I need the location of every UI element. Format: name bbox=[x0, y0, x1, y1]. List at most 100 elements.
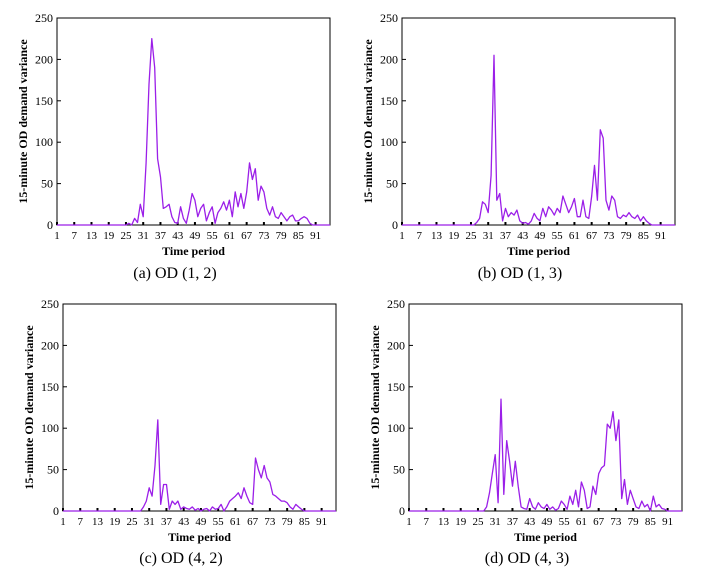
x-tick-label: 43 bbox=[517, 230, 529, 242]
x-tick-label: 85 bbox=[299, 516, 311, 528]
chart-panel-b: 0 50 100 150 200 250 1 7 13 19 25 31 37 43 49 55 61 67 73 7… bbox=[345, 0, 695, 290]
x-tick-label: 91 bbox=[310, 230, 321, 242]
y-tick-label: 100 bbox=[41, 421, 59, 435]
chart-c: 0 50 100 150 200 250 1 7 13 19 25 31 37 43 49 55 61 67 73 7… bbox=[22, 297, 337, 544]
series-line bbox=[402, 54, 675, 226]
x-tick-label: 25 bbox=[472, 516, 484, 528]
x-tick-label: 55 bbox=[552, 230, 564, 242]
y-tick-label: 50 bbox=[47, 463, 59, 477]
x-tick-label: 13 bbox=[438, 516, 450, 528]
y-tick-label: 50 bbox=[386, 177, 398, 191]
y-tick-label: 0 bbox=[47, 218, 53, 232]
x-tick-label: 73 bbox=[603, 230, 615, 242]
x-tick-label: 67 bbox=[586, 230, 598, 242]
x-tick-label: 19 bbox=[109, 516, 121, 528]
x-tick-label: 37 bbox=[500, 230, 512, 242]
x-tick-label: 43 bbox=[172, 230, 184, 242]
x-tick-label: 43 bbox=[178, 516, 190, 528]
chart-b: 0 50 100 150 200 250 1 7 13 19 25 31 37 43 49 55 61 67 73 7… bbox=[361, 11, 676, 258]
x-tick-label: 49 bbox=[195, 516, 207, 528]
y-tick-label: 250 bbox=[35, 11, 53, 25]
x-tick-label: 1 bbox=[406, 516, 412, 528]
x-tick-label: 25 bbox=[120, 230, 132, 242]
y-tick-label: 150 bbox=[380, 94, 398, 108]
y-tick-label: 100 bbox=[380, 135, 398, 149]
y-tick-label: 50 bbox=[41, 177, 53, 191]
y-tick-label: 150 bbox=[41, 380, 59, 394]
x-tick-label: 73 bbox=[264, 516, 276, 528]
x-tick-label: 55 bbox=[213, 516, 225, 528]
x-tick-label: 43 bbox=[524, 516, 536, 528]
y-tick-label: 250 bbox=[380, 11, 398, 25]
y-tick-label: 100 bbox=[35, 135, 53, 149]
x-tick-label: 7 bbox=[416, 230, 422, 242]
x-tick-label: 31 bbox=[144, 516, 155, 528]
x-tick-label: 25 bbox=[465, 230, 477, 242]
x-tick-label: 7 bbox=[71, 230, 77, 242]
chart-caption: (d) OD (4, 3) bbox=[484, 550, 570, 567]
y-axis-label: 15-minute OD demand variance bbox=[368, 325, 382, 490]
x-tick-label: 25 bbox=[126, 516, 138, 528]
y-tick-label: 150 bbox=[35, 94, 53, 108]
x-tick-label: 91 bbox=[316, 516, 327, 528]
y-tick-label: 250 bbox=[387, 297, 405, 311]
plot-frame bbox=[62, 303, 337, 512]
x-tick-label: 79 bbox=[621, 230, 633, 242]
y-tick-label: 100 bbox=[387, 421, 405, 435]
x-tick-label: 49 bbox=[534, 230, 546, 242]
x-axis-label: Time period bbox=[507, 244, 570, 258]
y-tick-label: 200 bbox=[41, 338, 59, 352]
x-tick-label: 13 bbox=[86, 230, 98, 242]
x-tick-label: 67 bbox=[593, 516, 605, 528]
x-tick-label: 1 bbox=[54, 230, 60, 242]
x-tick-label: 61 bbox=[230, 516, 241, 528]
y-tick-label: 200 bbox=[380, 52, 398, 66]
x-tick-label: 31 bbox=[138, 230, 149, 242]
x-axis-label: Time period bbox=[162, 244, 225, 258]
series-line bbox=[63, 419, 336, 512]
plot-frame bbox=[401, 17, 676, 226]
x-tick-label: 7 bbox=[77, 516, 83, 528]
y-tick-label: 200 bbox=[35, 52, 53, 66]
chart-caption: (c) OD (4, 2) bbox=[139, 550, 223, 567]
chart-caption: (b) OD (1, 3) bbox=[477, 265, 563, 282]
x-tick-label: 7 bbox=[423, 516, 429, 528]
x-tick-label: 37 bbox=[507, 516, 519, 528]
x-tick-label: 1 bbox=[60, 516, 66, 528]
x-tick-label: 91 bbox=[655, 230, 666, 242]
chart-d: 0 50 100 150 200 250 1 7 13 19 25 31 37 43 49 55 61 67 73 7… bbox=[368, 297, 683, 544]
chart-caption: (a) OD (1, 2) bbox=[133, 265, 217, 282]
series-line bbox=[57, 38, 330, 226]
x-tick-label: 19 bbox=[448, 230, 460, 242]
y-tick-label: 0 bbox=[399, 504, 405, 518]
y-tick-label: 0 bbox=[53, 504, 59, 518]
chart-panel-a: 0 50 100 150 200 250 1 7 13 19 25 31 37 43 49 55 61 67 73 7… bbox=[0, 0, 350, 290]
x-tick-label: 55 bbox=[207, 230, 219, 242]
x-tick-label: 49 bbox=[189, 230, 201, 242]
x-tick-label: 73 bbox=[610, 516, 622, 528]
y-tick-label: 0 bbox=[392, 218, 398, 232]
x-tick-label: 31 bbox=[490, 516, 501, 528]
x-tick-label: 85 bbox=[638, 230, 650, 242]
x-tick-label: 19 bbox=[455, 516, 467, 528]
x-tick-label: 19 bbox=[103, 230, 115, 242]
x-axis-label: Time period bbox=[168, 530, 231, 544]
x-tick-label: 31 bbox=[483, 230, 494, 242]
y-tick-label: 200 bbox=[387, 338, 405, 352]
x-tick-label: 79 bbox=[282, 516, 294, 528]
x-tick-label: 49 bbox=[541, 516, 553, 528]
x-tick-label: 61 bbox=[224, 230, 235, 242]
x-tick-label: 85 bbox=[645, 516, 657, 528]
x-tick-label: 13 bbox=[92, 516, 104, 528]
y-axis-label: 15-minute OD demand variance bbox=[22, 325, 36, 490]
x-tick-label: 67 bbox=[247, 516, 259, 528]
y-tick-label: 150 bbox=[387, 380, 405, 394]
x-tick-label: 61 bbox=[576, 516, 587, 528]
chart-panel-c: 0 50 100 150 200 250 1 7 13 19 25 31 37 43 49 55 61 67 73 7… bbox=[6, 286, 356, 576]
x-tick-label: 61 bbox=[569, 230, 580, 242]
x-tick-label: 79 bbox=[276, 230, 288, 242]
x-tick-label: 91 bbox=[662, 516, 673, 528]
x-tick-label: 13 bbox=[431, 230, 443, 242]
x-axis-label: Time period bbox=[514, 530, 577, 544]
y-axis-label: 15-minute OD demand variance bbox=[361, 39, 375, 204]
